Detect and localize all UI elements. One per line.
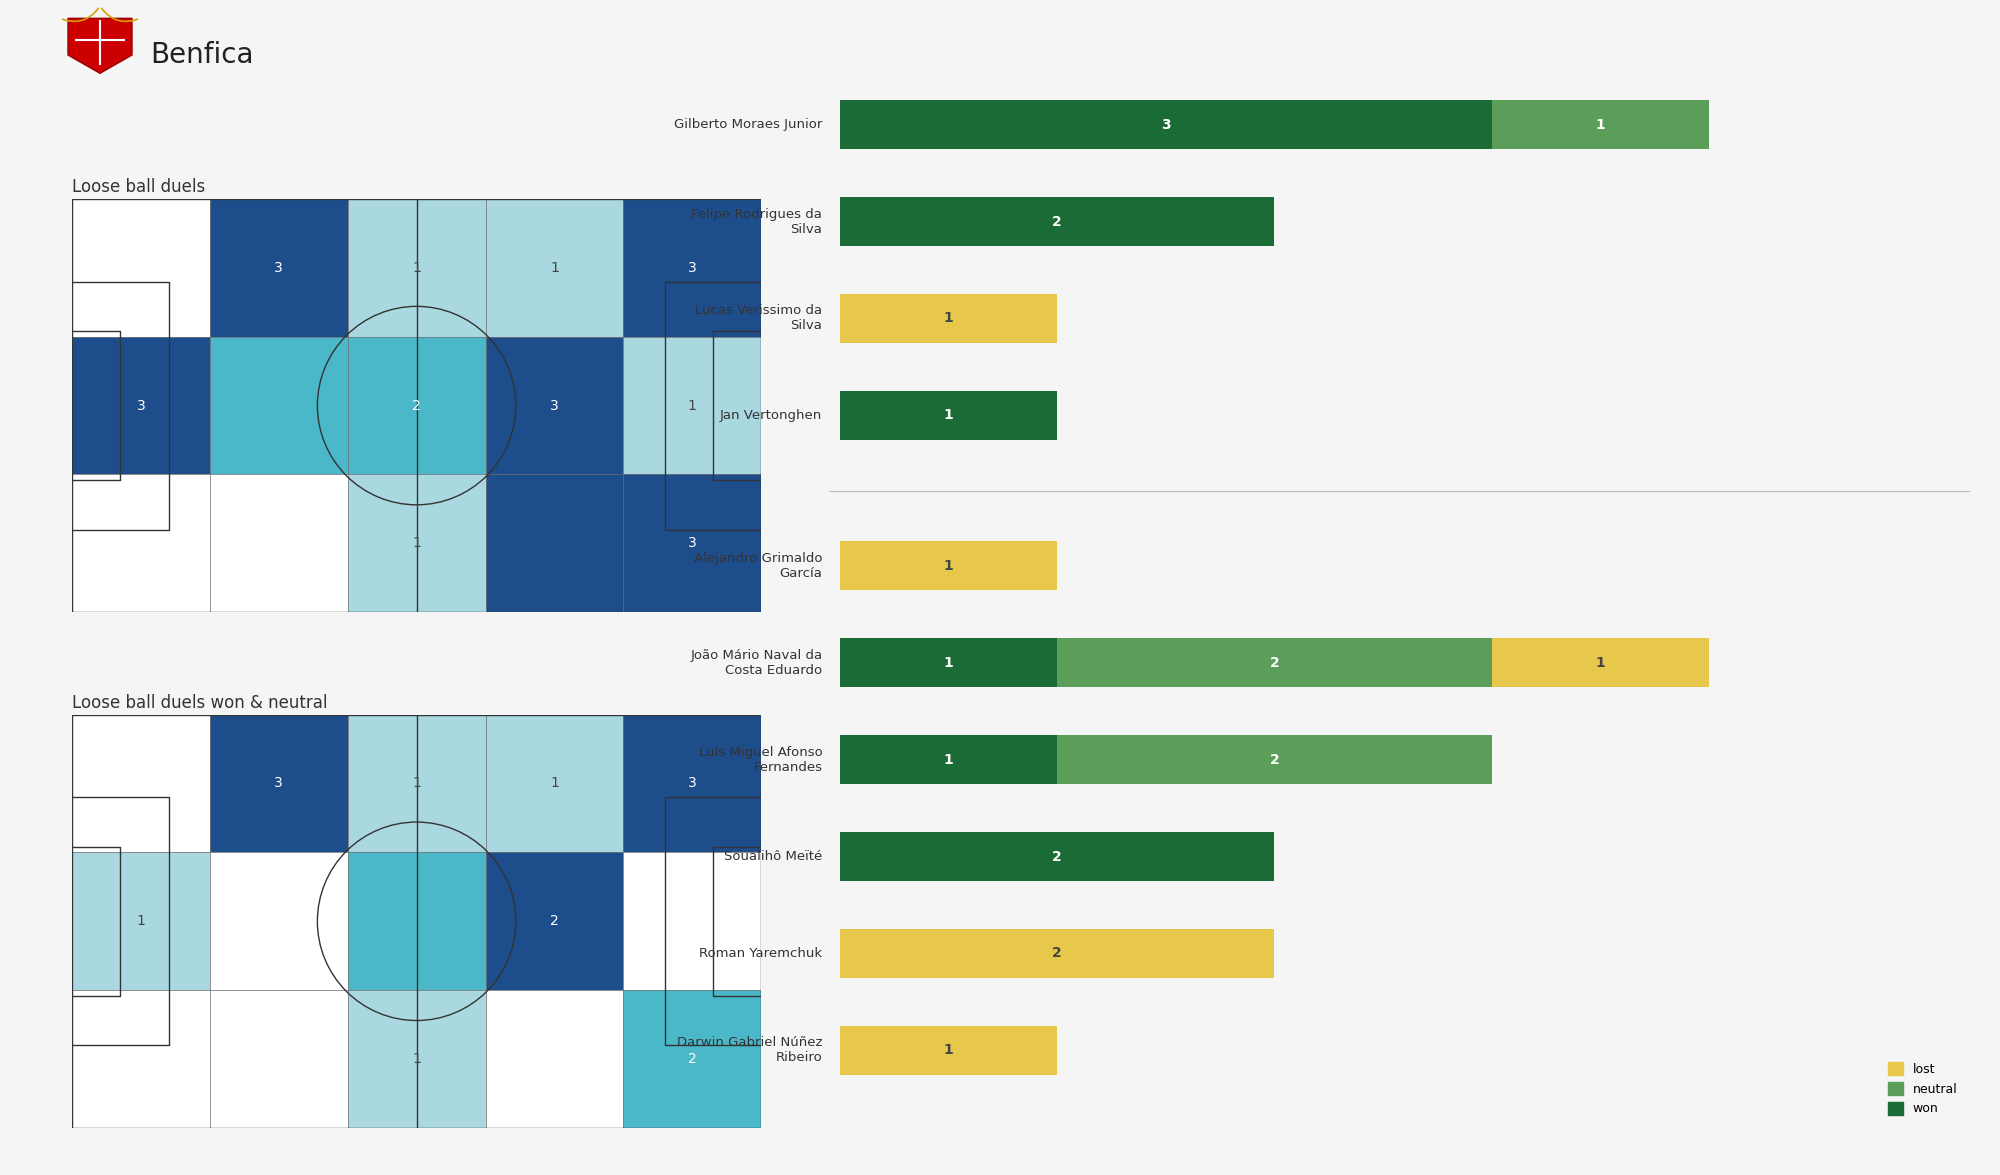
Text: 2: 2 — [1270, 656, 1280, 670]
Bar — [72, 852, 210, 991]
Bar — [840, 542, 1058, 590]
Text: 1: 1 — [136, 914, 146, 928]
Polygon shape — [68, 19, 132, 73]
Bar — [348, 199, 486, 337]
Bar — [348, 714, 486, 852]
Text: 1: 1 — [550, 777, 558, 791]
Text: 1: 1 — [944, 558, 954, 572]
Bar — [348, 475, 486, 612]
Text: 1: 1 — [412, 261, 422, 275]
Bar — [348, 852, 486, 991]
Bar — [210, 714, 348, 852]
Text: Loose ball duels won & neutral: Loose ball duels won & neutral — [72, 693, 328, 712]
Text: João Mário Naval da
Costa Eduardo: João Mário Naval da Costa Eduardo — [690, 649, 822, 677]
Bar — [72, 991, 210, 1128]
Text: 3: 3 — [274, 261, 284, 275]
Bar — [840, 197, 1274, 246]
Text: 2: 2 — [1052, 215, 1062, 228]
Bar — [624, 714, 762, 852]
Bar — [1058, 736, 1492, 784]
Bar — [486, 475, 624, 612]
Text: 1: 1 — [944, 752, 954, 766]
Text: 3: 3 — [274, 777, 284, 791]
Bar — [840, 1026, 1058, 1075]
Text: Alejandro Grimaldo
García: Alejandro Grimaldo García — [694, 552, 822, 579]
Text: 1: 1 — [944, 311, 954, 325]
Bar — [486, 852, 624, 991]
Bar — [624, 337, 762, 475]
Bar — [72, 475, 210, 612]
Text: Loose ball duels: Loose ball duels — [72, 177, 206, 196]
Bar — [840, 294, 1058, 343]
Text: 1: 1 — [412, 537, 422, 550]
Bar — [1058, 638, 1492, 687]
Text: Lucas Verissimo da
Silva: Lucas Verissimo da Silva — [696, 304, 822, 333]
Text: Darwin Gabriel Núñez
Ribeiro: Darwin Gabriel Núñez Ribeiro — [676, 1036, 822, 1065]
Text: Luís Miguel Afonso
Fernandes: Luís Miguel Afonso Fernandes — [698, 746, 822, 773]
Text: Jan Vertonghen: Jan Vertonghen — [720, 409, 822, 422]
Text: 2: 2 — [1052, 947, 1062, 960]
Text: 1: 1 — [944, 1043, 954, 1058]
Bar — [624, 852, 762, 991]
Bar — [624, 475, 762, 612]
Bar — [624, 199, 762, 337]
Bar — [348, 991, 486, 1128]
Bar — [210, 199, 348, 337]
Bar — [210, 852, 348, 991]
Bar — [486, 991, 624, 1128]
Legend: lost, neutral, won: lost, neutral, won — [1882, 1056, 1964, 1122]
Text: 2: 2 — [1270, 752, 1280, 766]
Text: 3: 3 — [1160, 118, 1170, 132]
Bar — [624, 991, 762, 1128]
Bar — [72, 714, 210, 852]
Text: Gilberto Moraes Junior: Gilberto Moraes Junior — [674, 118, 822, 132]
Bar — [1492, 638, 1710, 687]
Text: 1: 1 — [944, 656, 954, 670]
Bar — [840, 638, 1058, 687]
Bar — [1492, 100, 1710, 149]
Bar — [348, 337, 486, 475]
Bar — [840, 391, 1058, 439]
Text: 1: 1 — [412, 1052, 422, 1066]
Text: 3: 3 — [688, 537, 696, 550]
Text: 2: 2 — [1052, 850, 1062, 864]
Text: 1: 1 — [688, 398, 696, 412]
Bar — [210, 475, 348, 612]
Text: 3: 3 — [550, 398, 558, 412]
Text: Soualihô Meïté: Soualihô Meïté — [724, 850, 822, 864]
Text: 3: 3 — [688, 777, 696, 791]
Bar — [840, 929, 1274, 978]
Text: Felipe Rodrigues da
Silva: Felipe Rodrigues da Silva — [692, 208, 822, 235]
Bar — [486, 714, 624, 852]
Bar — [840, 100, 1492, 149]
Text: 3: 3 — [688, 261, 696, 275]
Text: 1: 1 — [944, 409, 954, 423]
Bar — [486, 199, 624, 337]
Text: Benfica: Benfica — [150, 41, 254, 69]
Text: Roman Yaremchuk: Roman Yaremchuk — [700, 947, 822, 960]
Text: 3: 3 — [136, 398, 146, 412]
Text: 1: 1 — [412, 777, 422, 791]
Text: 2: 2 — [550, 914, 558, 928]
Text: 2: 2 — [688, 1052, 696, 1066]
Bar — [840, 832, 1274, 881]
Bar — [210, 337, 348, 475]
Text: 2: 2 — [412, 398, 420, 412]
Text: 1: 1 — [1596, 656, 1606, 670]
Text: 1: 1 — [550, 261, 558, 275]
Text: 1: 1 — [1596, 118, 1606, 132]
Bar — [210, 991, 348, 1128]
Bar — [486, 337, 624, 475]
Bar — [72, 199, 210, 337]
Bar — [72, 337, 210, 475]
Bar — [840, 736, 1058, 784]
